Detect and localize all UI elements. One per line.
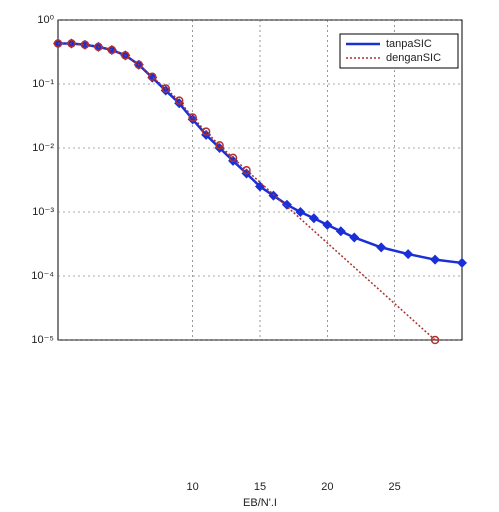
point — [430, 335, 440, 345]
point — [148, 72, 157, 81]
y-tick-label: 10⁻² — [32, 142, 54, 154]
point — [160, 85, 171, 96]
point — [187, 114, 198, 125]
y-tick-label: 10⁰ — [37, 14, 54, 26]
series-line — [58, 42, 436, 341]
point — [67, 39, 76, 48]
point — [376, 242, 387, 253]
point — [188, 113, 197, 122]
point — [94, 42, 103, 52]
point — [322, 219, 333, 230]
point — [281, 199, 292, 210]
point — [242, 165, 251, 175]
point — [335, 226, 346, 237]
x-tick-label: 15 — [254, 481, 266, 493]
legend-label: tanpaSIC — [386, 38, 432, 50]
point — [214, 143, 225, 153]
point — [349, 232, 360, 243]
legend-box — [339, 33, 459, 69]
point — [215, 141, 224, 150]
y-tick-label: 10⁻¹ — [32, 78, 54, 90]
point — [134, 60, 144, 69]
point — [295, 207, 306, 217]
point — [161, 84, 170, 93]
point — [430, 254, 441, 265]
x-tick-label: 20 — [321, 481, 333, 493]
point — [174, 98, 185, 109]
y-tick-label: 10⁻⁴ — [31, 270, 54, 282]
point — [201, 127, 211, 136]
y-tick-label: 10⁻³ — [32, 206, 54, 218]
point — [107, 45, 117, 55]
y-tick-label: 10⁻⁵ — [31, 334, 54, 346]
point — [121, 51, 130, 60]
point — [53, 39, 63, 48]
x-tick-label: 25 — [389, 481, 401, 493]
point — [308, 213, 319, 224]
point — [403, 249, 414, 260]
legend-label: denganSIC — [386, 52, 441, 64]
point — [174, 96, 184, 105]
x-tick-label: 10 — [187, 481, 199, 493]
point — [228, 153, 238, 163]
point — [457, 257, 467, 268]
x-axis-label: EB/N'.I — [243, 497, 277, 509]
point — [80, 40, 90, 50]
